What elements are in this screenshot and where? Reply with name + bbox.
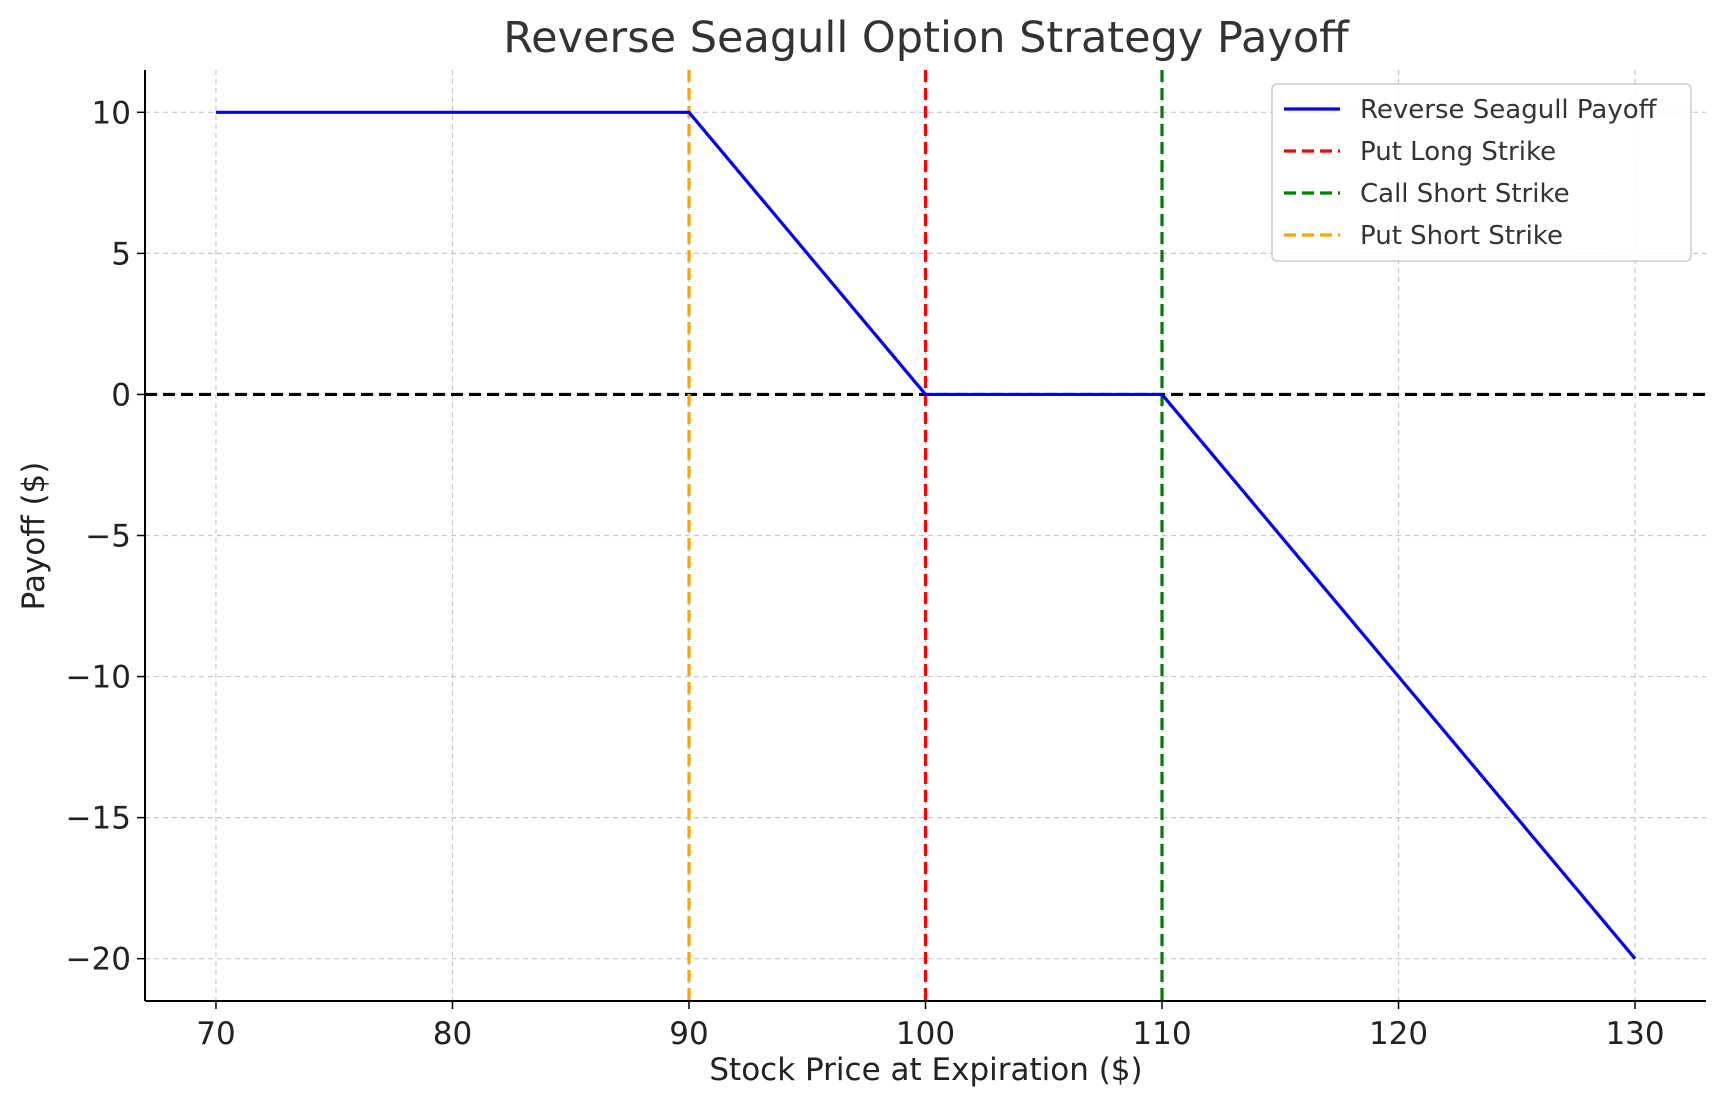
chart-title: Reverse Seagull Option Strategy Payoff — [503, 13, 1350, 63]
y-tick-label: −10 — [66, 660, 131, 696]
x-tick-label: 80 — [433, 1016, 472, 1052]
x-tick-label: 130 — [1605, 1016, 1664, 1052]
legend-frame — [1271, 83, 1692, 262]
y-tick-label: 10 — [92, 95, 131, 131]
y-axis-label: Payoff ($) — [16, 462, 52, 611]
legend-label: Put Long Strike — [1360, 137, 1556, 167]
series-layer — [215, 110, 1637, 960]
x-tick-label: 90 — [669, 1016, 708, 1052]
y-tick-label: −5 — [85, 519, 131, 555]
y-tick-label: 5 — [111, 236, 131, 272]
legend-label: Put Short Strike — [1360, 221, 1563, 251]
y-tick-label: −20 — [66, 942, 131, 978]
legend: Reverse Seagull Payoff Put Long Strike Cal… — [1271, 83, 1692, 262]
tick-layer: 70 80 90 100 110 120 130 10 5 0 −5 −10 −15 −20 — [66, 95, 1665, 1052]
x-tick-label: 70 — [196, 1016, 235, 1052]
legend-items: Reverse Seagull Payoff Put Long Strike Cal… — [1284, 95, 1658, 251]
payoff-line — [215, 110, 1637, 960]
y-tick-label: −15 — [66, 801, 131, 837]
legend-label: Reverse Seagull Payoff — [1360, 95, 1658, 125]
x-axis-label: Stock Price at Expiration ($) — [709, 1052, 1142, 1088]
x-tick-label: 100 — [896, 1016, 955, 1052]
legend-label: Call Short Strike — [1360, 179, 1570, 209]
x-tick-label: 110 — [1132, 1016, 1191, 1052]
x-tick-label: 120 — [1369, 1016, 1428, 1052]
y-tick-label: 0 — [111, 377, 131, 413]
